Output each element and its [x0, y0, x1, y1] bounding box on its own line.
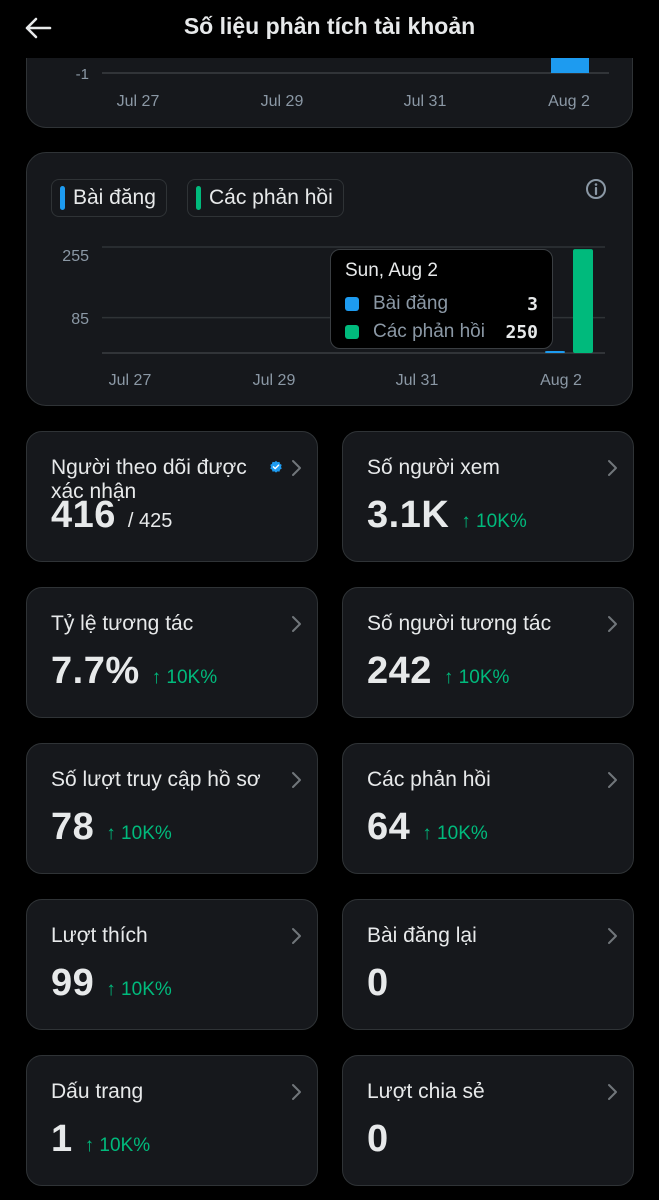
legend-posts-label: Bài đăng	[73, 186, 156, 209]
top-chart-x-tick: Jul 29	[261, 93, 304, 110]
stat-value-row: 416 / 425	[51, 494, 172, 537]
chevron-right-icon	[292, 460, 301, 476]
top-chart-bar-aug2	[551, 56, 589, 73]
back-button[interactable]	[18, 10, 58, 46]
stat-label: Bài đăng lại	[367, 924, 477, 947]
tooltip-posts-swatch	[345, 297, 359, 311]
top-chart-x-tick: Jul 27	[117, 93, 160, 110]
x-tick-label: Jul 31	[396, 372, 439, 389]
tooltip-replies-value: 250	[505, 321, 538, 343]
stat-label: Số lượt truy cập hồ sơ	[51, 768, 261, 791]
stat-card[interactable]: Các phản hồi 64 ↑ 10K%	[342, 743, 634, 874]
chevron-right-icon	[292, 616, 301, 632]
stat-card[interactable]: Dấu trang 1 ↑ 10K%	[26, 1055, 318, 1186]
tooltip-row-replies: Các phản hồi 250	[345, 318, 538, 346]
chevron-right-icon	[608, 772, 617, 788]
y-tick-label: 85	[71, 311, 89, 328]
stat-card[interactable]: Số lượt truy cập hồ sơ 78 ↑ 10K%	[26, 743, 318, 874]
stat-value: 242	[367, 650, 432, 692]
legend-posts-chip[interactable]: Bài đăng	[51, 179, 167, 217]
legend-replies-label: Các phản hồi	[209, 186, 333, 209]
chevron-right-icon	[608, 1084, 617, 1100]
stat-value: 416	[51, 494, 116, 536]
stat-change: ↑ 10K%	[106, 823, 172, 844]
top-chart-x-tick: Aug 2	[548, 93, 590, 110]
chevron-right-icon	[292, 1084, 301, 1100]
stat-value: 0	[367, 1118, 389, 1160]
chart-bar-posts[interactable]	[545, 351, 565, 353]
stat-total: / 425	[127, 510, 173, 532]
stat-value: 78	[51, 806, 95, 848]
info-icon[interactable]	[584, 177, 608, 201]
stat-label: Dấu trang	[51, 1080, 144, 1103]
stat-change: ↑ 10K%	[106, 979, 172, 1000]
page-title: Số liệu phân tích tài khoản	[183, 13, 476, 39]
stat-card[interactable]: Số người tương tác 242 ↑ 10K%	[342, 587, 634, 718]
chevron-right-icon	[608, 460, 617, 476]
stat-card[interactable]: Lượt chia sẻ 0	[342, 1055, 634, 1186]
top-chart-x-tick: Jul 31	[404, 93, 447, 110]
stat-change: ↑ 10K%	[422, 823, 488, 844]
chevron-right-icon	[292, 772, 301, 788]
stat-value-row: 64 ↑ 10K%	[367, 806, 488, 849]
stat-label: Lượt chia sẻ	[367, 1080, 485, 1103]
stat-value-row: 99 ↑ 10K%	[51, 962, 172, 1005]
stat-card[interactable]: Lượt thích 99 ↑ 10K%	[26, 899, 318, 1030]
stat-value-row: 1 ↑ 10K%	[51, 1118, 150, 1161]
chevron-right-icon	[608, 928, 617, 944]
verified-badge-icon	[270, 460, 282, 473]
stat-value: 1	[51, 1118, 73, 1160]
x-tick-label: Aug 2	[540, 372, 582, 389]
legend-posts-swatch	[60, 186, 65, 210]
stat-change: ↑ 10K%	[151, 667, 218, 688]
arrow-left-icon	[25, 17, 52, 39]
stat-change: ↑ 10K%	[443, 667, 510, 688]
stat-value: 3.1K	[367, 494, 450, 536]
stat-label: Các phản hồi	[367, 768, 491, 791]
stat-value-row: 7.7% ↑ 10K%	[51, 650, 217, 693]
stat-value-row: 3.1K ↑ 10K%	[367, 494, 527, 537]
legend-replies-chip[interactable]: Các phản hồi	[187, 179, 344, 217]
top-chart-y-tick: -1	[76, 66, 89, 83]
app-header: Số liệu phân tích tài khoản	[0, 0, 659, 58]
stat-label: Số người xem	[367, 456, 500, 479]
stat-label: Lượt thích	[51, 924, 148, 947]
legend-replies-swatch	[196, 186, 201, 210]
stat-card[interactable]: Bài đăng lại 0	[342, 899, 634, 1030]
tooltip-row-posts: Bài đăng 3	[345, 290, 538, 318]
stat-value-row: 78 ↑ 10K%	[51, 806, 172, 849]
stat-label: Người theo dõi được xác nhận	[51, 456, 247, 503]
stat-label: Tỷ lệ tương tác	[51, 612, 194, 635]
stat-card[interactable]: Người theo dõi được xác nhận 416 / 425	[26, 431, 318, 562]
tooltip-replies-swatch	[345, 325, 359, 339]
main-chart: 255 85 Jul 27 Jul 29 Jul 31 Aug 2	[62, 246, 605, 389]
chart-bar-replies[interactable]	[573, 249, 593, 353]
stat-card[interactable]: Tỷ lệ tương tác 7.7% ↑ 10K%	[26, 587, 318, 718]
tooltip-replies-label: Các phản hồi	[373, 321, 485, 342]
stat-card[interactable]: Số người xem 3.1K ↑ 10K%	[342, 431, 634, 562]
tooltip-date: Sun, Aug 2	[345, 260, 438, 281]
main-chart-card: Bài đăng Các phản hồi 255 85 Jul 27 Jul …	[26, 152, 633, 406]
top-chart: -1 Jul 27 Jul 29 Jul 31 Aug 2	[76, 56, 609, 110]
stat-value: 0	[367, 962, 389, 1004]
y-tick-label: 255	[62, 248, 89, 265]
stat-label: Số người tương tác	[367, 612, 552, 635]
stat-value-row: 0	[367, 1118, 389, 1161]
stat-value: 64	[367, 806, 411, 848]
stat-value-row: 0	[367, 962, 389, 1005]
tooltip-posts-value: 3	[527, 293, 538, 315]
tooltip-posts-label: Bài đăng	[373, 293, 449, 314]
stat-value: 7.7%	[51, 650, 140, 692]
stat-change: ↑ 10K%	[461, 511, 527, 532]
x-tick-label: Jul 29	[253, 372, 296, 389]
stat-change: ↑ 10K%	[84, 1135, 151, 1156]
stat-value-row: 242 ↑ 10K%	[367, 650, 509, 693]
chart-tooltip: Sun, Aug 2 Bài đăng 3 Các phản hồi 250	[330, 249, 553, 349]
chevron-right-icon	[292, 928, 301, 944]
x-tick-label: Jul 27	[109, 372, 152, 389]
stat-value: 99	[51, 962, 95, 1004]
chevron-right-icon	[608, 616, 617, 632]
